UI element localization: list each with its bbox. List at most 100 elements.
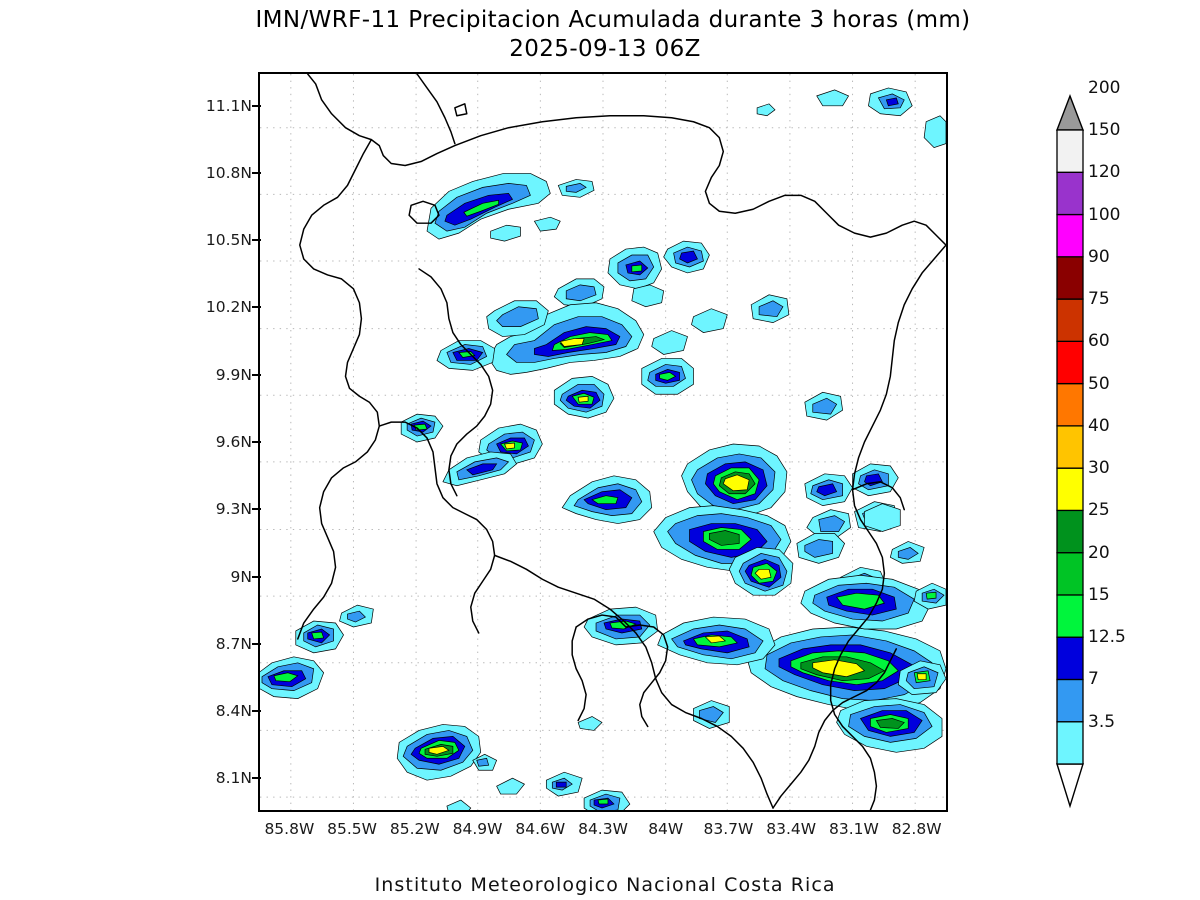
precip-cell-se-bottom-b — [897, 660, 946, 695]
y-axis-tick-mark — [252, 575, 261, 578]
y-axis-tick-mark — [252, 441, 261, 443]
precip-cell-south-e — [693, 700, 730, 729]
colorbar-tick-label: 90 — [1088, 246, 1110, 267]
precip-cell-scatter-east-f — [750, 294, 790, 324]
colorbar-band — [1056, 467, 1084, 512]
precip-cell-cluster-83-9 — [681, 443, 788, 516]
precip-cell-south-d — [496, 777, 525, 795]
precipitation-contours — [260, 87, 946, 810]
colorbar-band — [1056, 171, 1084, 216]
precip-cell-scatter-east-h — [651, 330, 688, 355]
precip-cell-ne-top-c — [923, 115, 946, 148]
colorbar-extend-max — [1055, 94, 1085, 131]
precip-cell-scatter-east-e — [804, 391, 843, 421]
y-axis-tick-label: 9.3N — [215, 500, 252, 519]
x-axis-tick-label: 83.1W — [828, 820, 879, 838]
colorbar-band — [1056, 129, 1084, 173]
colorbar-tick-label: 7 — [1088, 669, 1099, 690]
colorbar-tick-label: 12.5 — [1088, 627, 1126, 648]
precip-cell-pacific-main — [396, 724, 482, 781]
precip-cell-mid-small-a — [889, 541, 925, 564]
y-axis-tick-mark — [252, 508, 261, 511]
y-axis-tick-mark — [252, 239, 261, 242]
y-axis-tick-mark — [252, 642, 261, 645]
colorbar-tick-label: 60 — [1088, 331, 1110, 352]
precip-cell-scatter-east-b — [806, 509, 851, 538]
y-axis-tick-label: 8.1N — [215, 769, 252, 788]
precip-cell-ne-top-d — [756, 103, 776, 117]
colorbar-tick-label: 25 — [1088, 500, 1110, 521]
precipitation-map-svg — [260, 74, 946, 810]
colorbar-band — [1056, 256, 1084, 300]
colorbar-tick-label: 100 — [1088, 204, 1121, 225]
x-axis-tick-label: 83.7W — [703, 820, 754, 838]
precip-cell-north-b — [663, 240, 710, 274]
colorbar-tick-label: 120 — [1088, 162, 1121, 183]
precip-cell-scatter-east-c — [852, 463, 899, 497]
colorbar-band — [1056, 721, 1084, 765]
y-axis-tick-label: 8.4N — [215, 702, 252, 721]
precip-cell-ribbon-a — [442, 451, 517, 487]
chart-title-line-1: IMN/WRF-11 Precipitacion Acumulada duran… — [255, 7, 971, 33]
coastline-and-borders — [297, 74, 946, 810]
map-plot-area — [258, 72, 948, 812]
precip-cell-south-g — [446, 799, 472, 810]
colorbar-extend-min — [1056, 763, 1084, 809]
precip-cell-south-f — [577, 716, 603, 731]
y-axis-tick-mark — [252, 373, 261, 376]
x-axis-tick-label: 84W — [648, 820, 684, 838]
precip-cell-nw-band — [426, 173, 551, 240]
precip-cell-nw-small-b — [490, 224, 521, 242]
precip-cell-central-left-lobe — [486, 300, 549, 337]
precip-cell-carib-upper — [800, 574, 931, 630]
colorbar-svg — [1055, 94, 1085, 809]
colorbar-tick-label: 75 — [1088, 289, 1110, 310]
x-axis-tick-label: 82.8W — [891, 820, 942, 838]
colorbar-tick-label: 15 — [1088, 584, 1110, 605]
colorbar-band — [1056, 213, 1084, 258]
colorbar-tick-label: 20 — [1088, 542, 1110, 563]
precip-cell-mid-east-ribbon — [796, 533, 846, 564]
precip-cell-south-b — [545, 771, 583, 797]
colorbar-legend: 3.5 7 12.5 15 20 25 30 40 50 60 75 90 100 120 150 200 — [1040, 78, 1200, 822]
x-axis-tick-label: 84.9W — [452, 820, 503, 838]
precip-cell-sw-b — [295, 620, 344, 654]
precip-cell-scatter-east-a — [804, 473, 853, 507]
precip-cell-north-a — [607, 246, 663, 290]
precip-cell-nicoya-north — [436, 340, 496, 371]
y-axis-tick-label: 9.9N — [215, 365, 252, 384]
colorbar-band — [1056, 678, 1084, 723]
y-axis-tick-mark — [252, 710, 261, 713]
y-axis-tick-label: 10.8N — [205, 163, 252, 182]
y-axis-tick-label: 11.1N — [205, 96, 252, 115]
x-axis-tick-label: 83.4W — [766, 820, 817, 838]
colorbar-band — [1056, 509, 1084, 554]
precip-cell-sw-c — [339, 604, 374, 628]
precip-cell-nw-small-c — [533, 216, 561, 232]
precip-cell-carib-complex — [746, 626, 946, 711]
colorbar-tick-label: 150 — [1088, 120, 1121, 140]
y-axis-tick-label: 8.7N — [215, 634, 252, 653]
y-axis-tick-label: 9.6N — [215, 433, 252, 451]
x-axis-tick-label: 85.5W — [327, 820, 377, 838]
y-axis-tick-label: 10.5N — [205, 231, 252, 250]
x-axis-tick-label: 84.6W — [515, 820, 566, 838]
colorbar-tick-label: 200 — [1088, 77, 1121, 98]
colorbar-tick-label: 3.5 — [1088, 711, 1116, 732]
precip-cell-central-east-a — [641, 358, 694, 395]
colorbar-band — [1056, 552, 1084, 596]
y-axis-tick-mark — [252, 306, 261, 309]
precip-cell-mid-small-b — [913, 582, 946, 610]
colorbar-band — [1056, 425, 1084, 469]
precip-cell-scatter-east-g — [691, 308, 728, 333]
precip-cell-ne-top — [868, 87, 913, 117]
x-axis-tick-label: 84.3W — [578, 820, 628, 838]
colorbar-band — [1056, 382, 1084, 427]
precip-cell-central-main — [488, 302, 645, 375]
precip-cell-band-south-central — [561, 475, 653, 524]
precip-cell-north-d — [631, 284, 665, 308]
chart-title-block: IMN/WRF-11 Precipitacion Acumulada duran… — [0, 6, 1200, 65]
precip-cell-ne-top-b — [816, 89, 850, 107]
colorbar-tick-label: 30 — [1088, 458, 1110, 479]
precip-cell-north-c — [553, 278, 605, 308]
